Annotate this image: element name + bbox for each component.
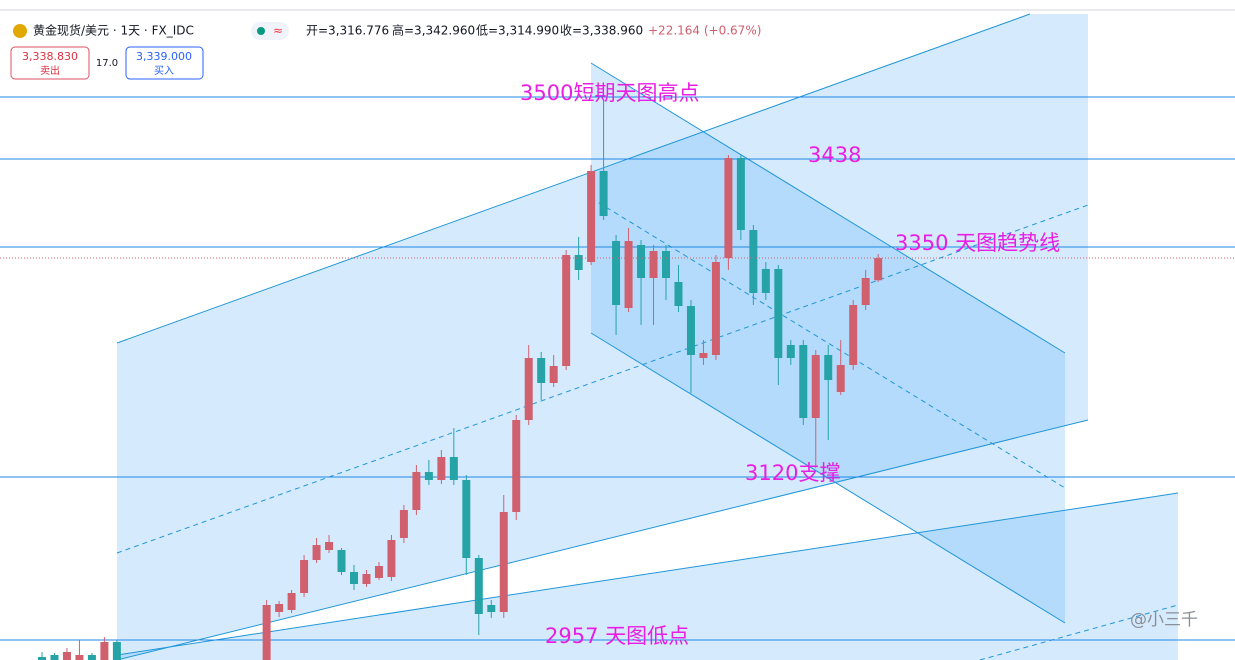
candle-body	[399, 510, 408, 538]
buy-button[interactable]	[125, 46, 204, 80]
level-annotation: 3120支撑	[745, 461, 840, 485]
level-annotation: 3438	[808, 143, 861, 167]
candle-body	[87, 655, 96, 660]
candle-body	[325, 542, 334, 550]
candle-body	[412, 472, 421, 510]
candle-body	[836, 365, 845, 392]
candle-body	[686, 306, 695, 355]
candle-body	[674, 282, 683, 306]
candle-body	[711, 262, 720, 355]
candle-body	[262, 605, 271, 660]
watermark: @小三千	[1130, 610, 1198, 630]
candle-body	[799, 345, 808, 418]
candle-body	[612, 241, 621, 305]
plot	[0, 96, 1235, 660]
candle-body	[437, 457, 446, 480]
candle-body	[275, 604, 284, 612]
candle-body	[724, 158, 733, 258]
candle-body	[811, 355, 820, 418]
candle-body	[599, 171, 608, 216]
symbol-title: 黄金现货/美元 · 1天 · FX_IDC	[33, 23, 194, 38]
channel-lines	[116, 13, 1179, 660]
candle-body	[75, 655, 84, 660]
status-badge	[251, 22, 289, 40]
ohlc-open: 开=3,316.776	[306, 24, 389, 38]
trend-mid-line	[979, 604, 1179, 660]
spread: 17.0	[96, 58, 118, 69]
candle-body	[424, 472, 433, 480]
trend-line	[116, 13, 1031, 344]
candle-body	[861, 278, 870, 305]
trend-mid-line	[590, 197, 1066, 489]
trend-line	[116, 419, 1089, 660]
ohlc-change: +22.164 (+0.67%)	[648, 24, 761, 38]
candle-body	[112, 642, 121, 660]
candle-body	[38, 657, 46, 660]
candle-body	[300, 560, 309, 593]
candle-body	[499, 512, 508, 612]
candle-body	[100, 642, 109, 660]
candle-body	[362, 574, 371, 584]
channels	[117, 14, 1178, 660]
candle-body	[761, 269, 770, 293]
candle-body	[387, 540, 396, 577]
candle-body	[337, 550, 346, 572]
trend-mid-line	[116, 204, 1089, 554]
candle-body	[549, 366, 558, 383]
falling-channel	[591, 63, 1065, 623]
buy-label[interactable]: 买入	[154, 65, 174, 77]
status-dot	[257, 27, 265, 35]
ohlc-low: 低=3,314.990	[476, 24, 559, 38]
sell-price[interactable]: 3,338.830	[22, 50, 78, 63]
sell-button[interactable]	[10, 46, 90, 80]
candle-body	[699, 353, 708, 358]
candle-body	[587, 171, 596, 262]
candle-body	[312, 545, 321, 560]
candle-body	[487, 605, 496, 612]
candle-body	[562, 255, 571, 366]
level-annotation: 3350 天图趋势线	[895, 231, 1060, 255]
ohlc-high: 高=3,342.960	[392, 23, 475, 38]
status-icon: ≈	[273, 24, 283, 38]
buy-price[interactable]: 3,339.000	[136, 50, 192, 63]
candle-body	[624, 241, 633, 308]
ohlc-close: 收=3,338.960	[560, 24, 643, 38]
candle-body	[774, 269, 783, 358]
candle-body	[749, 230, 758, 293]
candle-body	[462, 480, 471, 558]
candle-body	[849, 305, 858, 365]
trend-line	[116, 492, 1179, 656]
sell-label[interactable]: 卖出	[40, 64, 60, 77]
symbol-icon	[13, 24, 27, 38]
level-annotation: 3500短期天图高点	[520, 81, 699, 105]
candle-body	[50, 655, 59, 660]
candle-body	[524, 358, 533, 420]
candle-body	[449, 457, 458, 480]
candle-body	[874, 258, 883, 281]
candle-body	[62, 652, 71, 660]
candle-body	[637, 245, 646, 278]
candle-body	[512, 420, 521, 512]
candle-body	[287, 593, 296, 610]
candle-body	[824, 355, 833, 380]
lower-channel	[117, 493, 1178, 660]
candle-body	[574, 255, 583, 270]
candle-body	[374, 566, 383, 578]
candle-body	[649, 251, 658, 278]
candle-body	[474, 558, 483, 614]
trend-line	[590, 332, 1066, 624]
candle-body	[537, 358, 546, 383]
candle-body	[736, 158, 745, 230]
candle-body	[662, 251, 670, 278]
candle-body	[786, 345, 795, 358]
rising-channel	[117, 14, 1088, 660]
trend-line	[590, 62, 1066, 354]
candle-body	[350, 572, 358, 584]
level-annotation: 2957 天图低点	[545, 624, 689, 648]
